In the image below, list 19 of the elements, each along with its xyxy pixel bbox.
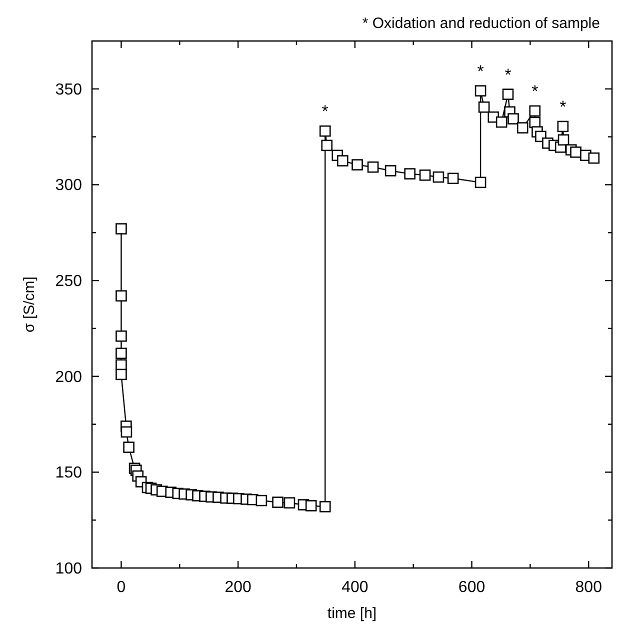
x-tick-label: 400	[342, 579, 368, 596]
y-tick-label: 250	[55, 273, 82, 290]
y-tick-label: 100	[55, 560, 82, 578]
x-tick-label: 200	[224, 579, 252, 596]
annotation: *	[504, 65, 512, 84]
y-tick-label: 300	[55, 177, 82, 194]
y-axis-title: σ [S/cm]	[21, 276, 38, 332]
y-tick-label: 350	[55, 81, 82, 98]
annotation: *	[322, 102, 329, 122]
x-tick-label: 800	[575, 579, 602, 596]
x-tick-label: 600	[458, 579, 486, 596]
annotation: *	[477, 62, 484, 81]
x-tick-label: 0	[116, 579, 126, 596]
x-axis-title: time [h]	[327, 605, 377, 622]
annotation: *	[532, 82, 539, 101]
annotation: *	[560, 97, 567, 116]
text: * Oxidation and reduction of sample	[362, 15, 600, 32]
y-tick-label: 200	[55, 368, 82, 386]
y-tick-label: 150	[55, 464, 82, 482]
